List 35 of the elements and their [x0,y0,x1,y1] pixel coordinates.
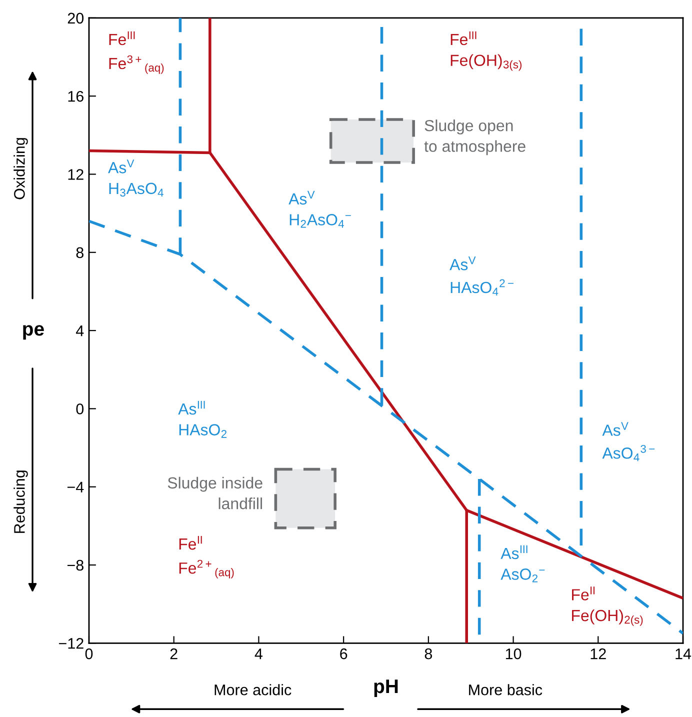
y-tick-label: 20 [68,12,84,24]
y-tick-label: 4 [76,326,84,336]
x-tick-label: 2 [170,648,178,660]
y-tick-label: −4 [67,482,84,492]
x-tick-label: 14 [676,648,692,660]
x-tick-label: 4 [254,648,263,660]
annotation: Sludge inside landfill [168,476,262,510]
y-tick-label: 0 [76,404,84,414]
text: As$^{V}$ HAsO$_{4}$$^{2−}$ [450,256,514,296]
annotation: Sludge open to atmosphere [424,120,526,156]
text: More acidic [214,684,292,696]
text: As$^{V}$ H$_{2}$AsO$_{4}$$^{−}$ [288,190,351,228]
x-axis-title: pH [374,680,398,698]
text: Oxidizing [14,138,28,200]
y-tick-label: 16 [68,90,84,102]
y-tick-label: −12 [58,638,84,649]
x-tick-label: 10 [506,648,522,660]
text: As$^{III}$ AsO$_{2}$$^{−}$ [500,545,545,582]
x-tick-label: 12 [590,648,606,660]
x-tick-label: 6 [340,648,348,660]
text: As$^{III}$ HAsO$_{2}$ [178,400,226,438]
text: Fe$^{II}$ Fe$^{2+}$$_{(aq)}$ [179,536,234,578]
text: Fe$^{II}$ Fe(OH)$_{2(s)}$ [572,586,643,626]
text: Fe$^{III}$ Fe$^{3+}$$_{(aq)}$ [109,31,164,74]
text: Reducing [14,470,28,533]
y-axis-title: pe [23,325,44,340]
x-tick-label: 0 [85,648,93,660]
text: More basic [469,684,542,696]
y-tick-label: 12 [68,169,84,180]
text: Fe$^{III}$ Fe(OH)$_{3(s)}$ [450,31,522,71]
text: As$^{V}$ H$_{3}$AsO$_{4}$ [108,160,164,197]
y-tick-label: 8 [76,247,84,258]
text: As$^{V}$ AsO$_{4}$$^{3−}$ [602,422,655,462]
x-tick-label: 8 [424,648,432,660]
y-tick-label: −8 [67,560,84,571]
